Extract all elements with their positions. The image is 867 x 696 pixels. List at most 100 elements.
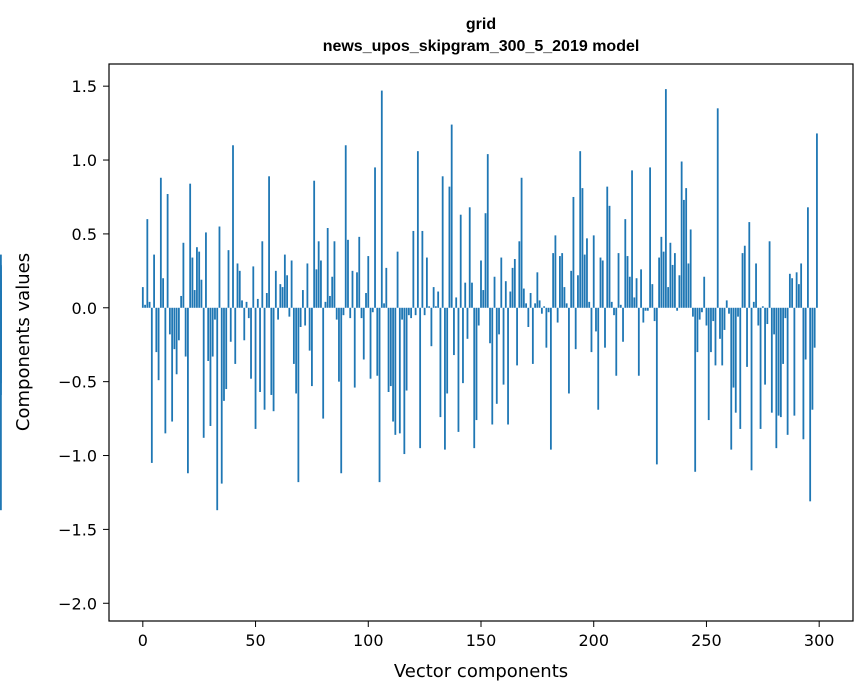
bar — [608, 205, 611, 308]
bar — [689, 229, 692, 308]
bar — [324, 301, 327, 308]
bar — [554, 235, 557, 308]
bar — [423, 307, 426, 316]
bar — [428, 306, 431, 308]
bar — [229, 307, 232, 342]
bar — [577, 275, 579, 308]
bar — [344, 145, 347, 308]
bar — [529, 293, 532, 308]
bar — [146, 219, 149, 308]
bar — [193, 290, 196, 308]
bar — [166, 194, 169, 308]
bar — [500, 257, 503, 308]
bar — [653, 307, 656, 322]
bar — [369, 307, 372, 379]
bar — [710, 307, 712, 353]
bar — [669, 242, 672, 308]
bar — [338, 307, 340, 382]
bar — [238, 270, 241, 308]
bar — [784, 307, 787, 319]
x-tick-label: 150 — [466, 631, 497, 650]
bar — [153, 254, 155, 308]
bar — [779, 307, 782, 418]
bar — [615, 307, 618, 376]
bar — [439, 307, 442, 418]
bar — [333, 241, 336, 308]
bar — [308, 307, 311, 351]
bar — [773, 307, 775, 335]
bar — [315, 269, 318, 308]
bar — [795, 272, 798, 308]
bar — [358, 236, 361, 308]
bar — [768, 241, 771, 308]
bar — [581, 188, 584, 308]
bar — [356, 272, 358, 308]
bar — [583, 254, 586, 308]
bar — [588, 301, 591, 308]
bar — [297, 307, 300, 483]
bar — [631, 170, 633, 308]
bar — [385, 267, 388, 308]
bar — [628, 276, 631, 308]
bar — [329, 295, 331, 308]
bar — [786, 307, 789, 435]
bar — [680, 161, 683, 308]
bar — [362, 307, 365, 360]
bar — [676, 307, 679, 311]
bar — [664, 89, 667, 308]
bar — [545, 307, 548, 348]
bar — [741, 253, 744, 308]
bar — [518, 241, 521, 308]
bar — [421, 230, 424, 308]
bar — [234, 307, 237, 364]
bar — [725, 300, 728, 308]
bar — [509, 291, 512, 308]
bar — [678, 275, 681, 308]
bar — [743, 245, 746, 308]
bar — [604, 307, 606, 348]
bar — [750, 307, 753, 471]
bar — [326, 228, 329, 308]
bar — [270, 307, 273, 395]
bar — [292, 307, 295, 364]
y-tick-label: −1.0 — [58, 447, 97, 466]
bar — [502, 307, 505, 385]
bar — [696, 307, 699, 353]
bar — [791, 278, 794, 308]
bar — [728, 307, 730, 314]
bar — [398, 307, 401, 434]
bar — [586, 238, 588, 308]
x-tick-label: 250 — [691, 631, 722, 650]
bar — [565, 303, 568, 308]
bar — [468, 207, 471, 308]
bar — [340, 307, 343, 474]
bar — [610, 301, 613, 308]
bar — [349, 307, 352, 319]
bar — [809, 307, 812, 502]
bar — [536, 272, 539, 308]
bar — [209, 307, 212, 426]
bar — [405, 307, 408, 391]
bar — [714, 307, 717, 366]
bar — [283, 254, 286, 308]
bar — [263, 307, 266, 410]
y-tick-label: −0.5 — [58, 373, 97, 392]
bar — [353, 307, 356, 388]
bar — [351, 270, 354, 308]
bar — [277, 307, 279, 320]
bar — [462, 307, 464, 384]
bar — [407, 307, 410, 316]
y-axis-ticks: −2.0 −1.5 −1.0 −0.5 0.0 0.5 1.0 1.5 — [58, 77, 109, 613]
bar — [335, 307, 338, 320]
bar — [320, 260, 322, 308]
bar — [168, 307, 171, 335]
bar — [150, 307, 153, 463]
bar — [254, 307, 257, 429]
bar — [281, 287, 284, 308]
bar — [655, 307, 658, 465]
bar — [622, 307, 624, 342]
bar — [173, 307, 176, 350]
x-axis-label: Vector components — [394, 661, 568, 682]
x-tick-label: 0 — [138, 631, 148, 650]
